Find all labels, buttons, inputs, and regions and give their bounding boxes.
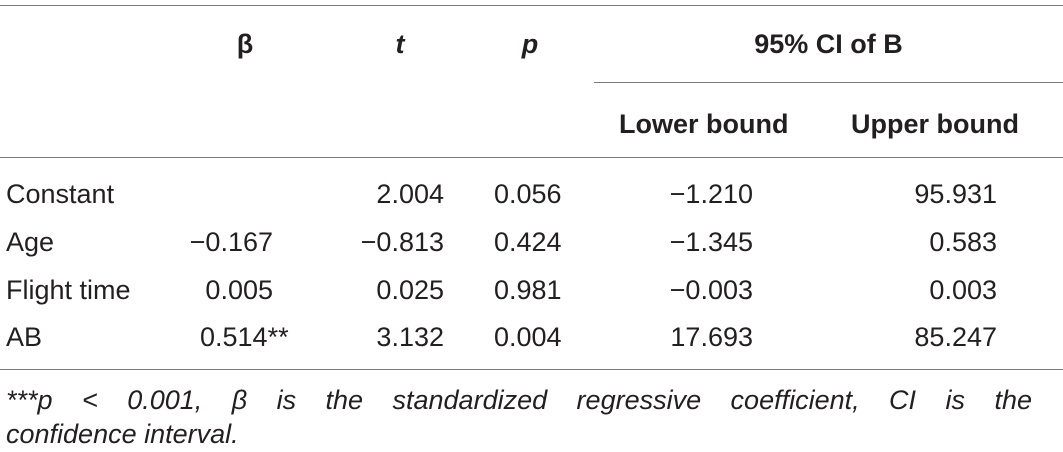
bottom-rule bbox=[0, 369, 1063, 370]
upper-bound-value: 95.931 bbox=[914, 179, 997, 209]
upper-bound-value: 0.583 bbox=[929, 227, 997, 257]
table-footnote-line-2: confidence interval. bbox=[6, 419, 239, 449]
t-value: −0.813 bbox=[360, 227, 444, 257]
header-upper-bound: Upper bound bbox=[851, 109, 1019, 139]
p-value: 0.056 bbox=[494, 179, 562, 209]
p-value: 0.981 bbox=[494, 275, 562, 305]
upper-bound-value: 85.247 bbox=[914, 322, 997, 352]
upper-bound-value: 0.003 bbox=[929, 275, 997, 305]
header-lower-bound: Lower bound bbox=[619, 109, 789, 139]
p-value: 0.004 bbox=[494, 322, 562, 352]
lower-bound-value: −0.003 bbox=[669, 275, 753, 305]
header-rule bbox=[0, 157, 1063, 158]
row-label: Constant bbox=[6, 179, 115, 209]
t-value: 2.004 bbox=[376, 179, 444, 209]
row-label: Age bbox=[6, 227, 55, 257]
header-beta: β bbox=[236, 29, 254, 59]
beta-value: −0.167 bbox=[189, 227, 273, 257]
beta-value: 0.514** bbox=[200, 322, 289, 352]
beta-value: 0.005 bbox=[205, 275, 273, 305]
top-rule bbox=[0, 5, 1063, 6]
t-value: 3.132 bbox=[376, 322, 444, 352]
header-t: t bbox=[395, 29, 405, 59]
row-label: AB bbox=[6, 322, 43, 352]
lower-bound-value: 17.693 bbox=[670, 322, 753, 352]
table-footnote-line-1: ***p < 0.001, β is the standardized regr… bbox=[6, 385, 1032, 415]
p-value: 0.424 bbox=[494, 227, 562, 257]
ci-rule bbox=[594, 82, 1063, 83]
row-label: Flight time bbox=[6, 275, 131, 305]
header-ci-group: 95% CI of B bbox=[754, 29, 903, 59]
t-value: 0.025 bbox=[376, 275, 444, 305]
header-p: p bbox=[521, 29, 539, 59]
lower-bound-value: −1.210 bbox=[669, 179, 753, 209]
lower-bound-value: −1.345 bbox=[669, 227, 753, 257]
